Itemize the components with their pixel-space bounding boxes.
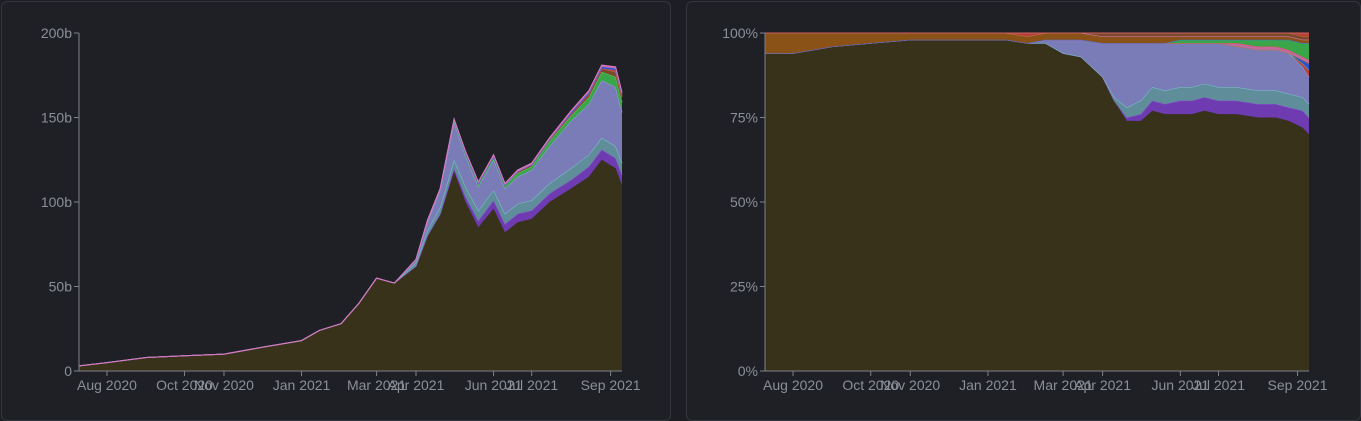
- left-chart-y-tick-label: 0: [64, 363, 72, 379]
- right-chart-series-10-area: [765, 33, 1309, 37]
- right-chart-y-tick-label: 100%: [722, 25, 758, 41]
- left-chart-y-tick-label: 100b: [41, 194, 72, 210]
- left-chart-x-tick-label: Oct 2020: [156, 377, 213, 393]
- chart-panel-percent: 0% 25% 50% 75% 100% Aug 2020 Oct 2020 Nov 2020 J…: [686, 1, 1361, 421]
- right-chart-x-tick-label: Oct 2020: [842, 377, 899, 393]
- right-chart-y-tick-label: 25%: [730, 279, 758, 295]
- right-chart-series-3-area: [765, 39, 1309, 108]
- right-chart-series-1-area: [765, 39, 1309, 135]
- right-chart-y-tick-label: 75%: [730, 110, 758, 126]
- right-chart-series-7-area: [765, 39, 1309, 60]
- right-chart-series-2-area: [765, 39, 1309, 118]
- left-chart-x-tick-label: Sep 2021: [581, 377, 641, 393]
- left-chart-x-tick-label: Jun 2021: [465, 377, 523, 393]
- right-chart-x-tick-label: Apr 2021: [1074, 377, 1131, 393]
- left-chart-x-tick-label: Mar 2021: [347, 377, 406, 393]
- left-chart-series-8-line: [78, 64, 623, 367]
- left-chart-y-tick-label: 150b: [41, 110, 72, 126]
- left-chart-y-tick-label: 200b: [41, 25, 72, 41]
- right-chart-series-0-area: [765, 39, 1309, 372]
- right-chart-x-tick-label: Aug 2020: [763, 377, 823, 393]
- right-chart-y-tick-label: 50%: [730, 194, 758, 210]
- left-chart-y-tick-label: 50b: [49, 279, 73, 295]
- left-chart-x-tick-label: Aug 2020: [77, 377, 137, 393]
- right-chart-x-tick-label: Mar 2021: [1034, 377, 1093, 393]
- left-chart-x-tick-label: Apr 2021: [388, 377, 445, 393]
- right-chart-series-8-area: [765, 33, 1309, 54]
- right-chart-x-tick-label: Sep 2021: [1268, 377, 1328, 393]
- left-chart-x-tick-label: Jul 2021: [505, 377, 558, 393]
- right-chart-x-tick-label: Jan 2021: [959, 377, 1017, 393]
- chart-panel-absolute: 0 50b 100b 150b 200b Aug 2020 Oct 2020 Nov 2020…: [1, 1, 671, 421]
- left-chart-x-tick-label: Nov 2020: [194, 377, 254, 393]
- right-chart-series-9-area: [765, 33, 1309, 40]
- right-chart-x-tick-label: Nov 2020: [880, 377, 940, 393]
- left-chart-x-tick-label: Jan 2021: [273, 377, 331, 393]
- left-chart-series-0-area: [79, 159, 622, 371]
- right-chart-x-tick-label: Jun 2021: [1152, 377, 1210, 393]
- right-chart-y-tick-label: 0%: [738, 363, 758, 379]
- right-chart-x-tick-label: Jul 2021: [1192, 377, 1245, 393]
